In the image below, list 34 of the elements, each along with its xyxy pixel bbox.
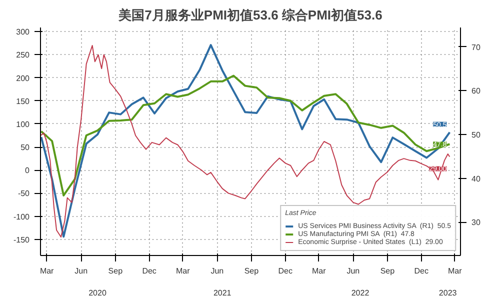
x-tick-label: Mar — [312, 266, 326, 276]
y2-tick-label: 70 — [472, 42, 481, 52]
y-tick-label: 100 — [16, 120, 30, 129]
line-series — [40, 74, 451, 196]
y-tick-label: 0 — [25, 166, 30, 176]
x-tick-label: Dec — [142, 266, 156, 276]
y-tick-label: 150 — [16, 96, 30, 106]
x-tick-label: Mar — [176, 266, 190, 276]
y-tick-label: -100 — [13, 212, 30, 222]
x2-tick-label: 2020 — [88, 288, 107, 298]
x-tick-label: Mar — [40, 266, 54, 276]
y-tick-label: 200 — [16, 74, 30, 83]
chart-title: 美国7月服务业PMI初值53.6 综合PMI初值53.6 — [118, 8, 382, 22]
x2-tick-label: 2021 — [213, 288, 232, 298]
x-tick-label: Mar — [448, 266, 462, 276]
x-tick-label: Jun — [74, 266, 88, 276]
y-tick-label: -50 — [18, 189, 30, 198]
x-tick-label: Dec — [278, 266, 292, 276]
y-tick-label: 250 — [16, 50, 30, 60]
x-tick-label: Sep — [244, 266, 260, 276]
x-tick-label: Jun — [210, 266, 224, 276]
y2-tick-label: 60 — [472, 86, 481, 96]
y-tick-label: 50 — [20, 143, 30, 152]
x-tick-label: Dec — [414, 266, 428, 276]
x2-tick-label: 2023 — [438, 288, 458, 298]
x-tick-label: Jun — [346, 266, 360, 276]
y-tick-label: 300 — [16, 28, 30, 37]
x-tick-label: Sep — [108, 266, 124, 276]
x2-tick-label: 2022 — [351, 288, 370, 298]
x-tick-label: Sep — [380, 266, 396, 276]
y2-tick-label: 50 — [472, 130, 481, 140]
y2-tick-label: 30 — [472, 218, 481, 228]
y2-tick-label: 40 — [472, 174, 481, 184]
y-tick-label: -150 — [13, 235, 30, 244]
